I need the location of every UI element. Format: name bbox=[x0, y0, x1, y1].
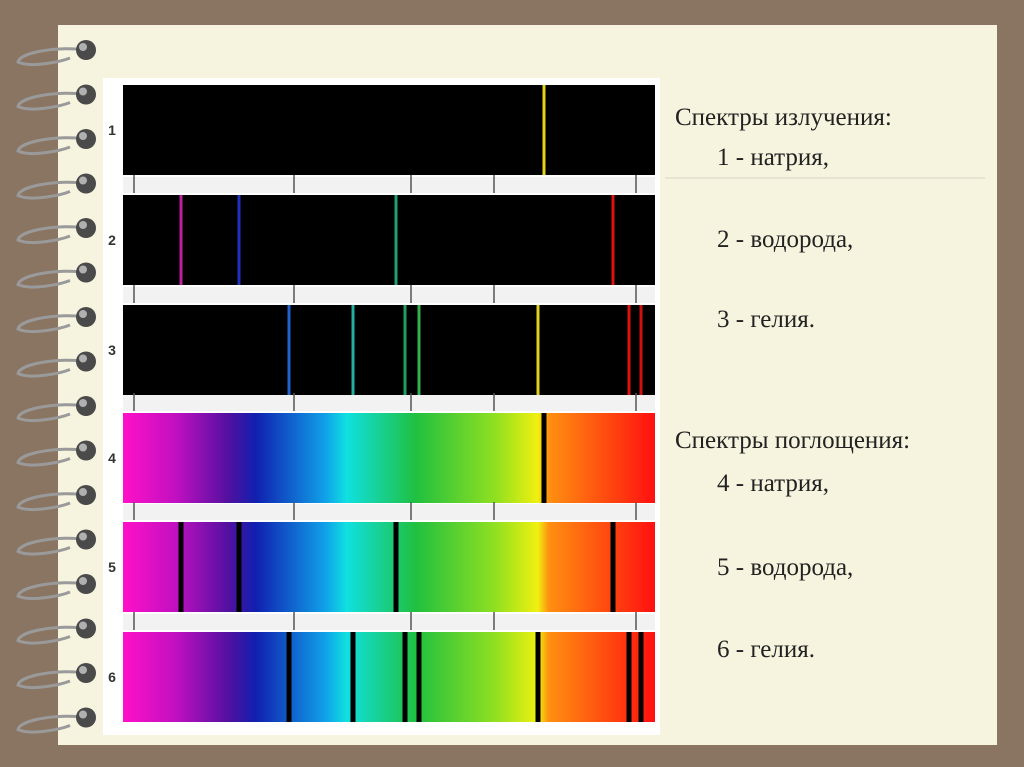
ring bbox=[16, 180, 87, 200]
ring-hole bbox=[76, 129, 96, 149]
ring-hole-shine bbox=[79, 666, 87, 674]
ring-hole-shine bbox=[79, 577, 87, 585]
emission-line bbox=[536, 305, 540, 395]
absorption-title: Спектры поглощения: bbox=[675, 427, 911, 454]
emission-line bbox=[611, 195, 615, 285]
ring bbox=[16, 447, 87, 467]
ring-hole-shine bbox=[79, 443, 87, 452]
spectrum-label: 6 bbox=[108, 669, 116, 685]
ring bbox=[16, 581, 87, 600]
ring-hole bbox=[76, 307, 96, 327]
separator bbox=[123, 177, 655, 193]
ring-hole bbox=[76, 440, 96, 461]
ring-hole bbox=[76, 707, 96, 728]
ring-hole bbox=[76, 574, 96, 594]
spectrum-strip bbox=[123, 413, 655, 503]
emission-item: 1 - натрия, bbox=[717, 144, 830, 171]
absorption-item: 6 - гелия. bbox=[717, 636, 815, 663]
ring bbox=[16, 625, 87, 645]
ring-hole-shine bbox=[79, 399, 87, 407]
ring-hole bbox=[76, 663, 96, 683]
spectrum-label: 4 bbox=[108, 450, 116, 466]
ring-hole-shine bbox=[79, 710, 87, 719]
ring bbox=[16, 403, 87, 422]
spectrum-strip bbox=[123, 85, 655, 175]
ring-hole bbox=[76, 618, 96, 639]
separator bbox=[123, 287, 655, 303]
absorption-line bbox=[178, 522, 184, 612]
emission-line bbox=[287, 305, 291, 395]
ring-hole-shine bbox=[79, 310, 87, 318]
ring-hole-shine bbox=[79, 488, 87, 496]
ring bbox=[16, 314, 87, 333]
separator bbox=[123, 614, 655, 630]
absorption-line bbox=[535, 632, 541, 722]
absorption-line bbox=[393, 522, 399, 612]
ring-hole bbox=[76, 40, 96, 60]
ring-hole bbox=[76, 529, 96, 550]
ring-hole-shine bbox=[79, 221, 87, 229]
emission-line bbox=[417, 305, 421, 395]
ring-hole bbox=[76, 351, 96, 372]
ring bbox=[16, 670, 87, 689]
spectrum-strip bbox=[123, 632, 655, 722]
ring-hole bbox=[76, 173, 96, 194]
emission-line bbox=[237, 195, 241, 285]
ring-hole-shine bbox=[79, 87, 87, 96]
spectrum-label: 1 bbox=[108, 122, 116, 138]
absorption-item: 5 - водорода, bbox=[717, 554, 854, 581]
ring-hole bbox=[76, 218, 96, 238]
spectrum-label: 2 bbox=[108, 232, 116, 248]
absorption-line bbox=[610, 522, 616, 612]
ring bbox=[16, 91, 87, 111]
absorption-line bbox=[416, 632, 422, 722]
ring bbox=[16, 225, 87, 244]
emission-line bbox=[179, 195, 183, 285]
absorption-line bbox=[541, 413, 547, 503]
emission-line bbox=[639, 305, 643, 395]
absorption-item: 4 - натрия, bbox=[717, 470, 830, 497]
ring bbox=[16, 714, 87, 734]
spectrum-label: 3 bbox=[108, 342, 116, 358]
absorption-line bbox=[236, 522, 242, 612]
emission-title: Спектры излучения: bbox=[675, 104, 892, 131]
ring bbox=[16, 492, 87, 511]
ring-hole bbox=[76, 396, 96, 416]
spectrum-label: 5 bbox=[108, 559, 116, 575]
absorption-line bbox=[402, 632, 408, 722]
emission-item: 2 - водорода, bbox=[717, 226, 854, 253]
ring bbox=[16, 536, 87, 556]
absorption-line bbox=[638, 632, 644, 722]
ring bbox=[16, 358, 87, 378]
spectrum-strip bbox=[123, 195, 655, 285]
emission-line bbox=[627, 305, 631, 395]
ring-hole-shine bbox=[79, 354, 87, 363]
ring-hole-shine bbox=[79, 265, 87, 274]
spectrum-strip bbox=[123, 305, 655, 395]
emission-line bbox=[394, 195, 398, 285]
ring-hole bbox=[76, 84, 96, 105]
ring-hole bbox=[76, 262, 96, 283]
ring-hole-shine bbox=[79, 621, 87, 630]
ring-hole bbox=[76, 485, 96, 505]
emission-line bbox=[542, 85, 546, 175]
ring bbox=[16, 136, 87, 155]
separator bbox=[123, 395, 655, 411]
absorption-line bbox=[286, 632, 292, 722]
ring-hole-shine bbox=[79, 176, 87, 185]
ring-hole-shine bbox=[79, 132, 87, 140]
spectrum-strip bbox=[123, 522, 655, 612]
emission-item: 3 - гелия. bbox=[717, 306, 815, 333]
absorption-line bbox=[350, 632, 356, 722]
ring bbox=[16, 47, 87, 66]
emission-line bbox=[351, 305, 355, 395]
separator bbox=[123, 504, 655, 520]
absorption-line bbox=[626, 632, 632, 722]
ring-hole-shine bbox=[79, 43, 87, 51]
emission-line bbox=[403, 305, 407, 395]
ring bbox=[16, 269, 87, 289]
ring-hole-shine bbox=[79, 532, 87, 541]
